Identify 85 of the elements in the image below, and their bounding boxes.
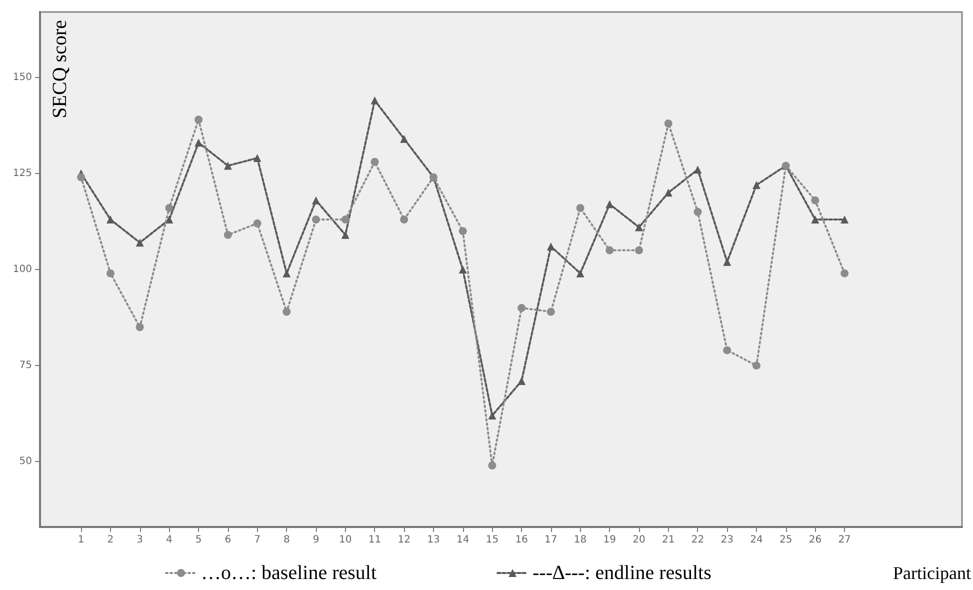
point — [458, 266, 467, 274]
x-tick-label: 2 — [107, 534, 114, 546]
point — [165, 204, 174, 212]
x-tick-label: 10 — [339, 534, 352, 546]
y-tick-label: 50 — [19, 456, 32, 468]
point — [694, 166, 702, 174]
point — [136, 238, 144, 247]
point — [253, 154, 262, 162]
point — [400, 216, 408, 224]
point — [694, 208, 702, 216]
point — [606, 200, 614, 208]
x-tick-label: 15 — [486, 534, 499, 546]
point — [165, 216, 174, 224]
x-tick-label: 20 — [632, 534, 646, 546]
x-tick-label: 25 — [779, 534, 792, 546]
point — [312, 216, 320, 224]
point — [488, 462, 496, 470]
y-tick-label: 75 — [19, 360, 32, 372]
point — [546, 308, 555, 316]
x-tick-label: 26 — [808, 534, 822, 546]
point — [458, 227, 467, 236]
point — [723, 258, 732, 266]
y-axis-title: SECQ score — [49, 20, 71, 118]
point — [194, 138, 203, 147]
y-tick-label: 150 — [12, 72, 32, 83]
x-tick-label: 14 — [456, 534, 470, 546]
point — [752, 180, 760, 189]
point — [635, 223, 644, 232]
x-tick-label: 16 — [515, 534, 528, 546]
x-tick-label: 6 — [224, 534, 232, 546]
point — [723, 346, 732, 354]
point — [811, 196, 820, 204]
point — [546, 242, 555, 250]
point — [635, 246, 644, 254]
point — [312, 196, 320, 204]
x-tick-label: 5 — [195, 534, 202, 546]
x-axis-title: Participant — [893, 563, 972, 583]
x-tick-label: 8 — [283, 534, 290, 546]
point — [106, 269, 114, 278]
x-tick-label: 22 — [691, 534, 704, 546]
point — [400, 134, 408, 143]
point — [341, 230, 350, 239]
point — [664, 119, 672, 128]
point — [282, 269, 291, 278]
x-tick-label: 18 — [574, 534, 587, 546]
point — [811, 216, 820, 224]
point — [840, 216, 849, 224]
point — [370, 158, 379, 166]
point — [253, 219, 262, 228]
x-tick-label: 3 — [136, 534, 144, 546]
x-tick-label: 1 — [78, 534, 84, 546]
x-tick-label: 17 — [544, 534, 558, 546]
point — [606, 246, 614, 254]
x-tick-label: 19 — [603, 534, 616, 546]
x-tick-label: 13 — [427, 534, 440, 546]
point — [194, 116, 203, 124]
x-tick-label: 21 — [662, 534, 675, 546]
x-tick-label: 27 — [838, 534, 851, 546]
x-tick-label: 23 — [720, 534, 734, 546]
point — [77, 173, 86, 182]
point — [576, 204, 584, 212]
point — [752, 362, 760, 370]
point — [341, 216, 350, 224]
point — [224, 230, 232, 239]
point — [576, 269, 584, 278]
point — [370, 96, 379, 104]
point — [840, 269, 849, 278]
point — [518, 376, 526, 385]
x-tick-label: 9 — [312, 534, 320, 546]
x-tick-label: 7 — [254, 534, 260, 546]
x-tick-label: 11 — [368, 534, 382, 546]
point — [664, 188, 672, 197]
y-tick-label: 100 — [12, 264, 32, 275]
point — [518, 304, 526, 312]
point — [106, 216, 114, 224]
x-tick-label: 4 — [166, 534, 172, 546]
point — [224, 162, 232, 170]
x-tick-label: 12 — [398, 534, 410, 546]
point — [282, 308, 291, 316]
legend-label: …o…: baseline result — [201, 562, 377, 584]
point — [136, 323, 144, 332]
y-tick-label: 125 — [12, 168, 32, 179]
x-tick-label: 24 — [750, 534, 763, 546]
point — [488, 412, 496, 420]
legend-label: ---∆---: endline results — [532, 562, 712, 584]
